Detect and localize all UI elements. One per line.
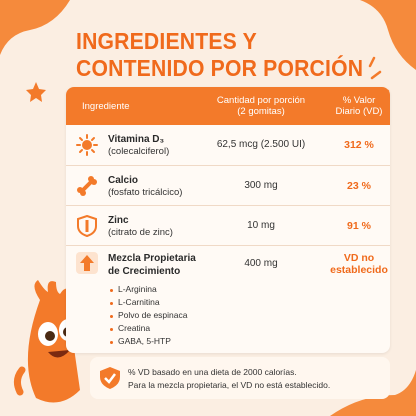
title: INGREDIENTES Y [76,28,257,54]
header-cell: Cantidad por porción (2 gomitas) [186,87,336,125]
header-text: (2 gomitas) [237,106,285,117]
bullet [110,315,113,318]
ingredient-name: Mezcla Propietaria de Crecimiento [108,253,196,277]
daily-value: 312 % [344,139,374,151]
header-cell: % Valor Diario (VD) [328,87,390,125]
amount: 10 mg [247,220,275,231]
blend-item: GABA, 5-HTP [118,336,171,346]
corner-blob [330,370,416,416]
blend-item: Creatina [118,323,151,333]
daily-value: 23 % [347,180,371,192]
ingredient-name: Vitamina D₃ [108,134,165,145]
bullet [110,302,113,305]
arrow-icon [76,252,98,274]
bullet [110,328,113,331]
bone-icon [77,176,97,196]
table-row: Vitamina D₃ (colecalciferol) 62,5 mcg (2… [66,125,390,165]
bullet [110,341,113,344]
ingredient-detail: (colecalciferol) [108,146,170,157]
corner-blob [0,0,70,55]
daily-value: 91 % [347,220,371,232]
footnote: % VD basado en una dieta de 2000 caloría… [90,357,390,399]
header-text: % Valor [342,95,376,106]
shield-icon [77,215,97,237]
header-cell: Ingrediente [82,87,130,125]
blend-item: Polvo de espinaca [118,310,188,320]
table-row: Zinc (citrato de zinc) 10 mg 91 % [66,205,390,246]
blend-item: L-Arginina [118,284,157,294]
table-header: Ingrediente Cantidad por porción (2 gomi… [66,87,390,125]
header-text: Cantidad por porción [216,95,306,106]
bullet [110,289,113,292]
blend-item: L-Carnitina [118,297,160,307]
ingredient-name: Calcio [108,175,139,186]
table-row: Mezcla Propietaria de Crecimiento 400 mg… [66,245,390,353]
amount: 62,5 mcg (2.500 UI) [216,139,306,150]
amount: 400 mg [244,258,278,269]
sun-icon [76,134,98,156]
title: CONTENIDO POR PORCIÓN [76,55,364,81]
header-text: Diario (VD) [335,106,383,117]
footnote-text: % VD basado en una dieta de 2000 caloría… [128,367,297,377]
corner-blob [360,0,416,70]
footnote-text: Para la mezcla propietaria, el VD no est… [128,380,331,390]
ingredient-name: Zinc [108,215,129,226]
shield-check-icon [100,367,120,389]
table-row: Calcio (fosfato tricálcico) 300 mg 23 % [66,165,390,206]
header-text: Ingrediente [82,100,130,112]
ingredient-table: Ingrediente Cantidad por porción (2 gomi… [66,87,390,353]
star [26,82,46,102]
daily-value: VD no establecido [330,252,388,276]
ingredient-detail: (fosfato tricálcico) [108,187,183,198]
ingredient-detail: (citrato de zinc) [108,227,173,238]
amount: 300 mg [244,180,278,191]
